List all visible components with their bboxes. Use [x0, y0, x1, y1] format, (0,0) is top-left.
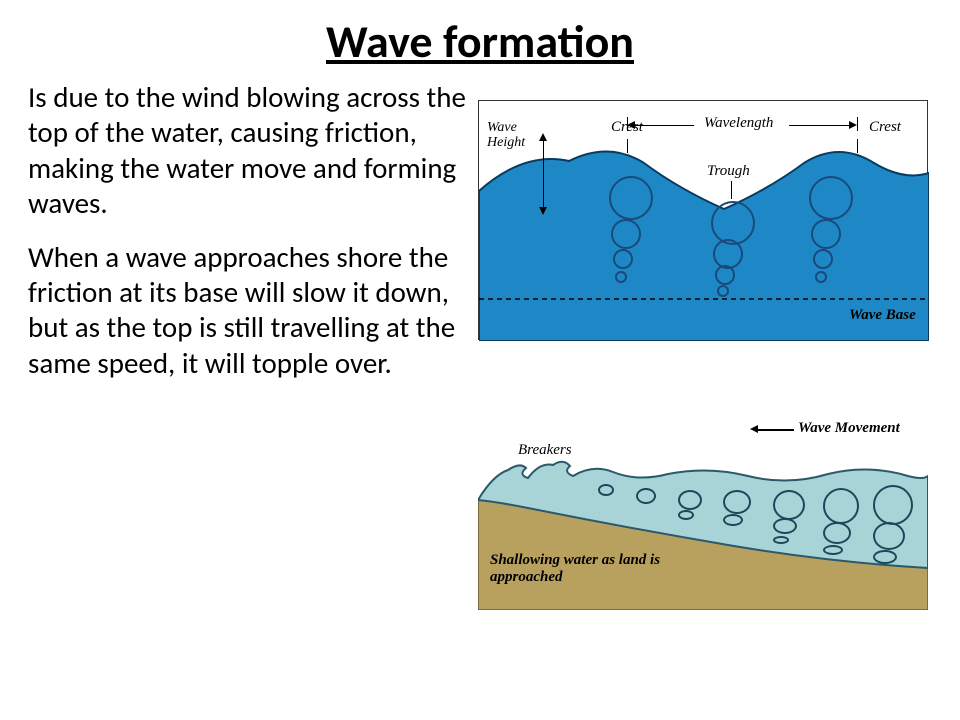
orbit-icon — [611, 219, 641, 249]
paragraph-1: Is due to the wind blowing across the to… — [28, 80, 468, 222]
arrow-icon — [627, 121, 635, 129]
orbit-icon — [615, 271, 627, 283]
breakers-label: Breakers — [518, 442, 572, 459]
page-title: Wave formation — [0, 0, 960, 80]
arrow-icon — [750, 425, 758, 433]
orbit-icon — [773, 518, 797, 534]
orbit-icon — [715, 265, 735, 285]
arrow-icon — [849, 121, 857, 129]
wave-anatomy-diagram: Wave Height Crest Crest Wavelength Troug… — [478, 100, 928, 340]
orbit-icon — [823, 522, 851, 544]
crest-tick — [857, 139, 858, 153]
orbit-icon — [809, 176, 853, 220]
wave-movement-label: Wave Movement — [798, 420, 900, 437]
orbit-icon — [823, 545, 843, 555]
orbit-icon — [723, 514, 743, 526]
text-column: Is due to the wind blowing across the to… — [28, 80, 468, 399]
orbit-icon — [773, 536, 789, 544]
orbit-icon — [873, 485, 913, 525]
orbit-icon — [723, 490, 751, 514]
orbit-icon — [609, 176, 653, 220]
crest-tick — [627, 139, 628, 153]
orbit-icon — [773, 490, 805, 520]
orbit-icon — [613, 249, 633, 269]
orbit-icon — [678, 490, 702, 510]
crest-tick — [857, 117, 858, 131]
orbit-icon — [823, 488, 859, 524]
breakers-diagram: Breakers Wave Movement Shallowing water … — [478, 400, 928, 610]
wave-height-label: Wave Height — [487, 121, 539, 150]
arrow-icon — [539, 133, 547, 141]
arrow-icon — [539, 207, 547, 215]
orbit-icon — [873, 522, 905, 550]
trough-label: Trough — [707, 163, 750, 180]
orbit-icon — [598, 484, 614, 496]
orbit-icon — [813, 249, 833, 269]
orbit-icon — [678, 510, 694, 520]
orbit-icon — [873, 550, 897, 564]
diagram-column: Wave Height Crest Crest Wavelength Troug… — [468, 80, 932, 399]
wavelength-arrow — [789, 125, 849, 126]
trough-indicator — [731, 181, 732, 199]
orbit-icon — [711, 201, 755, 245]
wave-movement-arrow — [758, 429, 794, 431]
wave-height-indicator — [543, 139, 544, 209]
content-row: Is due to the wind blowing across the to… — [0, 80, 960, 399]
wavelength-arrow — [634, 125, 694, 126]
orbit-icon — [636, 488, 656, 504]
orbit-icon — [717, 285, 729, 297]
crest2-label: Crest — [869, 119, 901, 136]
orbit-icon — [815, 271, 827, 283]
shallowing-label: Shallowing water as land is approached — [490, 552, 670, 585]
paragraph-2: When a wave approaches shore the frictio… — [28, 240, 468, 382]
orbit-icon — [811, 219, 841, 249]
wave-base-label: Wave Base — [849, 307, 916, 324]
wavelength-label: Wavelength — [704, 115, 773, 132]
